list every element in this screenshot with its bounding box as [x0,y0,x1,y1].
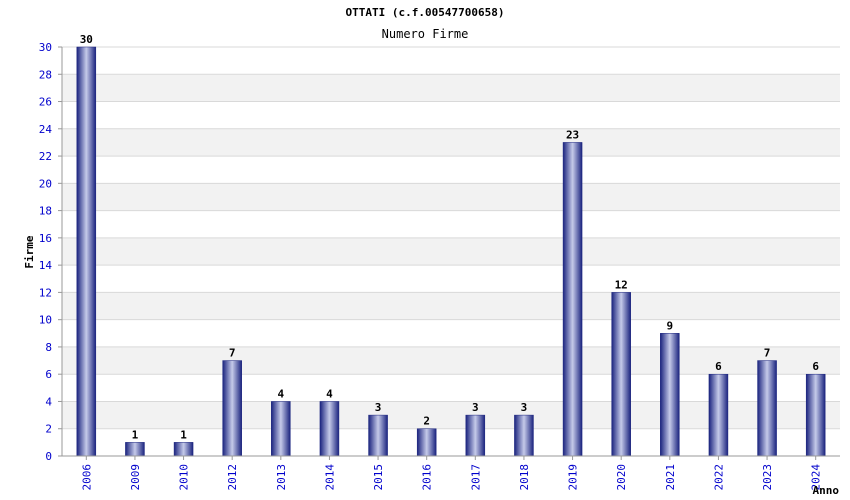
x-tick-label: 2023 [761,464,774,491]
bar [514,414,534,457]
value-label: 1 [132,428,139,441]
x-tick-label: 2017 [469,464,482,491]
y-tick-label: 10 [39,314,52,327]
grid-band [62,237,840,266]
x-tick-label: 2020 [615,464,628,491]
grid-band [62,346,840,375]
x-tick-label: 2019 [567,464,580,491]
value-label: 3 [472,401,479,414]
y-tick-label: 12 [39,286,52,299]
x-tick-label: 2012 [226,464,239,491]
value-label: 6 [812,360,819,373]
x-tick-label: 2024 [810,464,823,491]
value-label: 30 [80,33,93,46]
bar [660,333,680,457]
chart-title: OTTATI (c.f.00547700658) [346,6,505,19]
bar [611,292,631,457]
grid-bands [62,74,840,429]
bar [222,360,242,457]
x-tick-label: 2010 [178,464,191,491]
x-tick-label: 2021 [664,464,677,491]
bar [368,414,388,457]
x-tick-label: 2022 [712,464,725,491]
bar [271,401,291,457]
bar [319,401,340,457]
y-tick-label: 24 [39,123,53,136]
bar [805,373,826,457]
bar [757,360,777,457]
y-tick-label: 0 [45,450,52,463]
y-tick-label: 30 [39,41,52,54]
x-tick-label: 2018 [518,464,531,491]
value-label: 7 [764,347,771,360]
bar [416,428,437,457]
y-tick-label: 22 [39,150,52,163]
grid-band [62,74,840,102]
x-tick-label: 2016 [421,464,434,491]
bar [173,442,194,457]
bars [76,46,826,457]
x-tick-label: 2014 [323,464,336,491]
value-label: 23 [566,128,579,141]
bar [562,142,583,457]
bar [465,414,486,457]
y-axis-label: Firme [23,235,36,268]
x-tick-label: 2006 [80,464,93,491]
grid-band [62,128,840,157]
y-tick-label: 28 [39,68,52,81]
y-tick-label: 20 [39,177,52,190]
bar [76,46,97,457]
bar [125,442,145,457]
value-label: 4 [278,387,285,400]
x-axis-label: Anno [813,484,840,497]
value-label: 12 [615,278,628,291]
value-label: 3 [375,401,382,414]
y-tick-label: 8 [45,341,52,354]
grid-band [62,292,840,320]
value-label: 4 [326,387,333,400]
x-axis-ticks: 2006 2009 2010 2012 2013 2014 2015 2016 2017 2018… [80,456,823,491]
x-tick-label: 2013 [275,464,288,491]
grid-band [62,183,840,211]
y-tick-label: 6 [45,368,52,381]
y-tick-label: 4 [45,395,52,408]
y-tick-label: 14 [39,259,53,272]
value-label: 6 [715,360,722,373]
value-label: 9 [667,319,674,332]
x-tick-label: 2009 [129,464,142,491]
chart-subtitle: Numero Firme [382,27,469,41]
x-tick-label: 2015 [372,464,385,491]
y-tick-label: 16 [39,232,52,245]
y-tick-label: 2 [45,423,52,436]
y-tick-label: 18 [39,205,52,218]
value-label: 7 [229,347,236,360]
value-label: 3 [521,401,528,414]
value-label: 1 [180,428,187,441]
bar [708,373,729,457]
y-tick-label: 26 [39,96,52,109]
value-label: 2 [423,415,430,428]
